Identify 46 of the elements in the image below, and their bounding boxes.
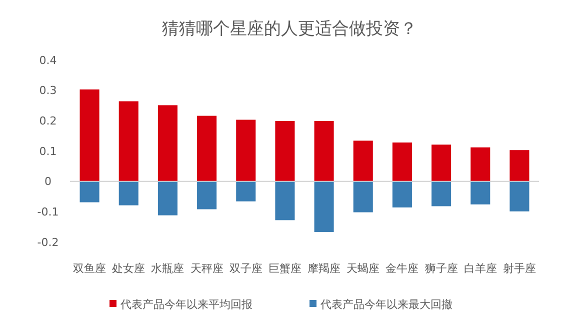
x-tick-label: 金牛座 [386,262,419,275]
bar [197,181,217,210]
x-tick-label: 水瓶座 [151,262,184,275]
legend-label: 代表产品今年以来最大回撤 [320,298,452,311]
bar [392,181,412,208]
bar [158,181,178,216]
x-tick-label: 双子座 [229,262,262,275]
bar [353,140,373,182]
y-tick-label: 0 [44,175,52,188]
bar [275,120,295,182]
x-tick-label: 射手座 [502,262,536,275]
x-tick-label: 处女座 [112,262,146,275]
bar [432,144,452,182]
bar [118,181,138,206]
chart-title: 猜猜哪个星座的人更适合做投资？ [162,19,417,39]
bar [314,120,334,182]
y-tick-label: -0.2 [37,236,59,249]
bar [236,120,256,182]
x-tick-label: 狮子座 [424,262,458,275]
y-tick-label: 0.4 [39,54,57,67]
bar [353,181,373,212]
x-tick-label: 白羊座 [464,262,497,275]
bar [392,142,412,182]
bar [275,181,295,220]
legend-label: 代表产品今年以来平均回报 [120,298,252,311]
bar [432,181,452,206]
x-tick-label: 巨蟹座 [268,262,302,275]
y-tick-label: 0.3 [39,84,57,98]
bar [510,181,530,212]
x-tick-label: 双鱼座 [73,262,106,275]
x-tick-label: 天蝎座 [346,262,380,275]
bar [118,101,138,182]
bar [470,181,490,204]
bar [470,147,490,182]
bar [314,181,334,232]
bar [197,116,217,182]
bar [158,105,178,182]
bar [236,181,256,202]
y-tick-label: -0.1 [37,206,59,219]
y-tick-label: 0.1 [39,144,57,158]
x-tick-label: 摩羯座 [308,262,341,275]
x-tick-label: 天秤座 [190,262,224,275]
bar [80,181,100,202]
bar [80,89,100,182]
y-tick-label: 0.2 [39,114,57,128]
bar [510,150,530,182]
